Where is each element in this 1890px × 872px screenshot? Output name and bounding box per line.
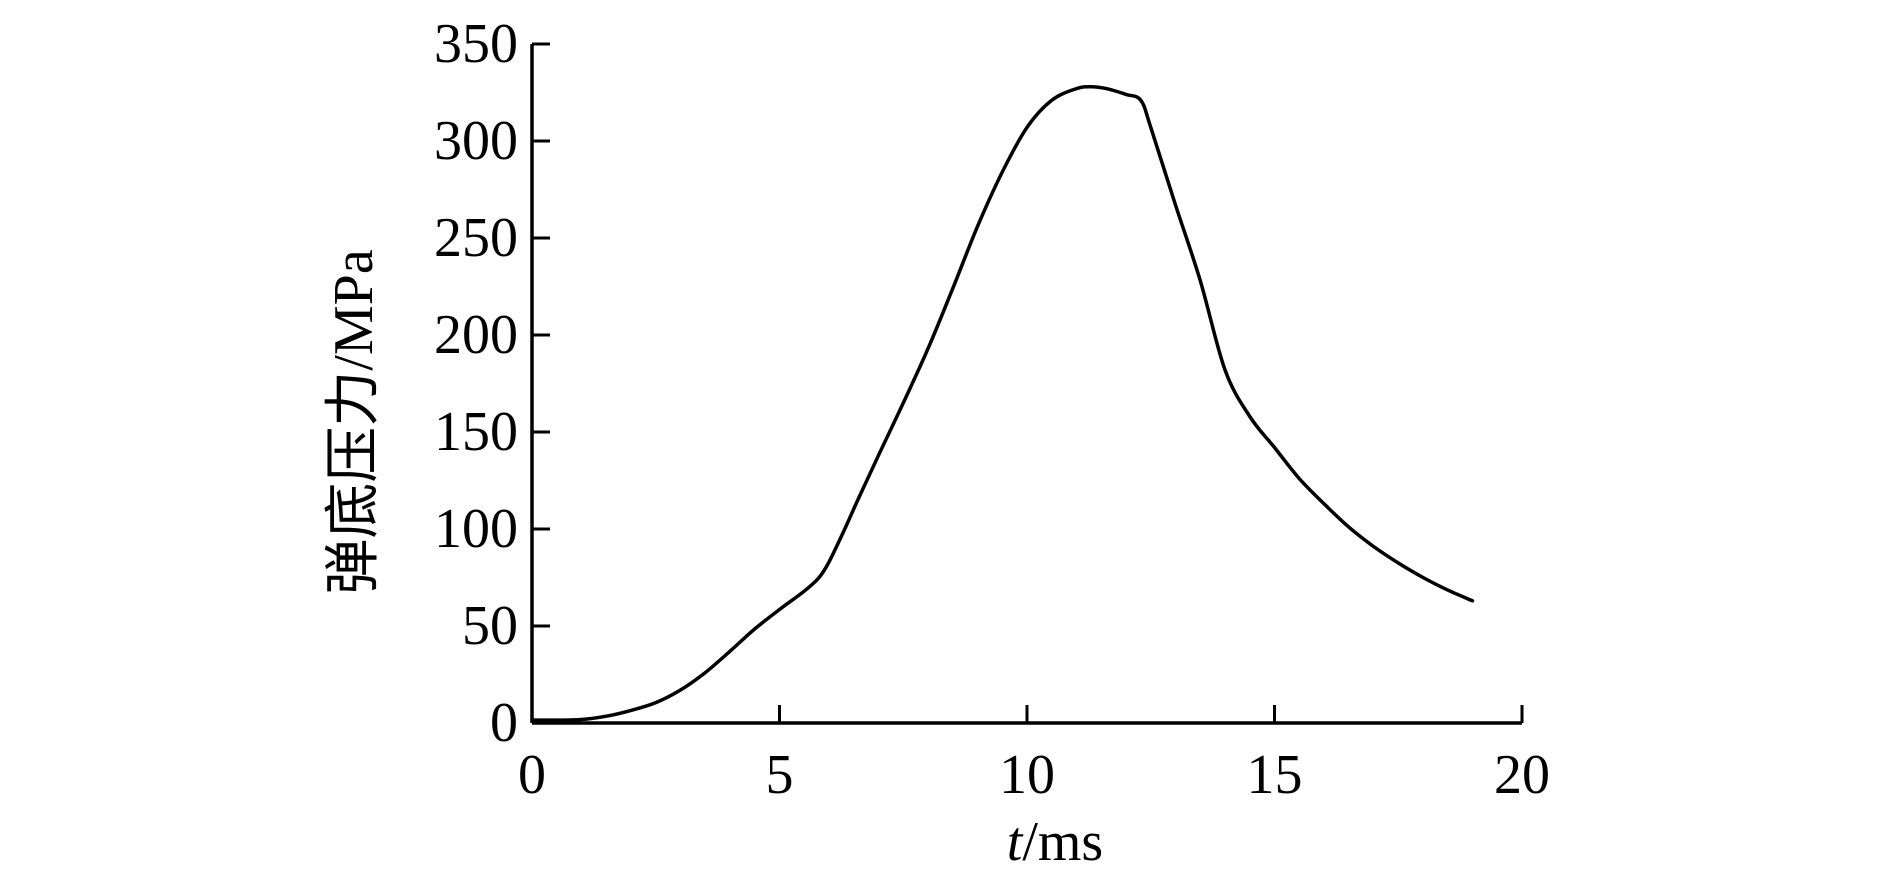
y-tick-label: 0 [490, 692, 518, 754]
x-tick-label: 10 [999, 744, 1055, 806]
y-tick-label: 200 [434, 304, 518, 366]
x-tick-label: 20 [1494, 744, 1550, 806]
x-tick-label: 0 [518, 744, 546, 806]
y-axis-label: 弹底压力/MPa [323, 249, 385, 594]
y-tick-label: 300 [434, 110, 518, 172]
y-tick-label: 350 [434, 13, 518, 75]
x-tick-label: 5 [766, 744, 794, 806]
pressure-series-line [530, 84, 1475, 722]
y-tick-label: 100 [434, 498, 518, 560]
axes [530, 44, 1522, 725]
y-tick-label: 250 [434, 207, 518, 269]
x-axis-label-variable: t [1007, 811, 1024, 872]
y-tick-label: 150 [434, 401, 518, 463]
x-axis-label-unit: /ms [1022, 811, 1103, 872]
series-layer [530, 84, 1475, 722]
y-tick-label: 50 [462, 595, 518, 657]
x-tick-label: 15 [1247, 744, 1303, 806]
x-axis-label: t/ms [1007, 811, 1103, 872]
